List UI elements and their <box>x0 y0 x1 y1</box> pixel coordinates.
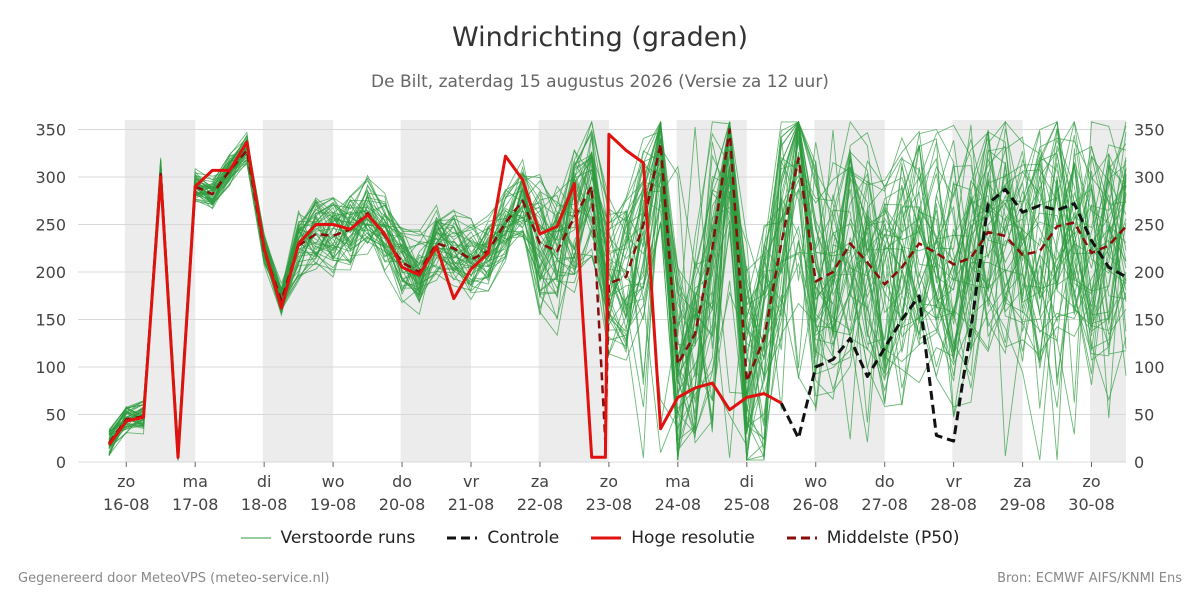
x-tick-date: 24-08 <box>655 495 702 514</box>
x-tick-date: 23-08 <box>586 495 633 514</box>
y-tick-label: 100 <box>1134 358 1165 377</box>
x-tick-date: 17-08 <box>172 495 219 514</box>
wind-direction-chart: 0 50 100 150 200 250 300 350 0 50 100 150 200 250 300… <box>35 120 1165 514</box>
x-tick-day: wo <box>322 472 345 491</box>
legend: Verstoorde runs Controle Hoge resolutie … <box>0 528 1200 548</box>
y-tick-label: 250 <box>1134 216 1165 235</box>
y-axis-left: 0 50 100 150 200 250 300 350 <box>35 121 66 473</box>
x-tick-day: za <box>1013 472 1031 491</box>
x-tick-date: 27-08 <box>861 495 908 514</box>
x-tick-date: 22-08 <box>517 495 564 514</box>
x-tick-date: 20-08 <box>379 495 426 514</box>
x-tick-date: 19-08 <box>310 495 357 514</box>
y-tick-label: 0 <box>1134 453 1144 472</box>
main-series <box>107 128 1127 459</box>
controle-line <box>779 187 1127 443</box>
x-tick-day: do <box>392 472 412 491</box>
y-tick-label: 200 <box>1134 263 1165 282</box>
ensemble-run-line <box>108 121 1127 459</box>
legend-item-controle: Controle <box>447 528 559 548</box>
x-tick-day: wo <box>804 472 827 491</box>
legend-label: Middelste (P50) <box>826 528 960 548</box>
y-tick-label: 200 <box>35 263 66 282</box>
x-tick-day: zo <box>1082 472 1100 491</box>
legend-item-hoge-resolutie: Hoge resolutie <box>591 528 755 548</box>
legend-label: Hoge resolutie <box>631 528 755 548</box>
y-tick-label: 150 <box>35 311 66 330</box>
x-tick-date: 28-08 <box>930 495 977 514</box>
legend-item-middelste: Middelste (P50) <box>786 528 960 548</box>
y-tick-label: 0 <box>56 453 66 472</box>
legend-item-verstoorde-runs: Verstoorde runs <box>240 528 416 548</box>
x-tick-day: ma <box>183 472 208 491</box>
x-axis: zo 16-08 ma 17-08 di 18-08 wo 19-08 do 20-08 vr 21-… <box>103 462 1115 514</box>
chart-title: Windrichting (graden) <box>451 22 749 53</box>
ensemble-run-line <box>108 121 1127 461</box>
x-tick-date: 18-08 <box>241 495 288 514</box>
weekend-night-band <box>400 120 471 462</box>
x-tick-date: 16-08 <box>103 495 150 514</box>
y-tick-label: 350 <box>1134 121 1165 140</box>
x-tick-day: ma <box>665 472 690 491</box>
x-tick-day: vr <box>946 472 962 491</box>
x-tick-day: vr <box>463 472 479 491</box>
x-tick-date: 21-08 <box>448 495 495 514</box>
legend-label: Controle <box>487 528 560 548</box>
ensemble-run-line <box>108 121 1127 453</box>
y-axis-right: 0 50 100 150 200 250 300 350 <box>1134 121 1165 473</box>
y-tick-label: 50 <box>1134 406 1154 425</box>
footer-source: Bron: ECMWF AIFS/KNMI Ens <box>997 571 1182 586</box>
y-tick-label: 250 <box>35 216 66 235</box>
x-tick-day: zo <box>117 472 135 491</box>
y-tick-label: 300 <box>1134 168 1165 187</box>
x-tick-date: 30-08 <box>1068 495 1115 514</box>
x-tick-day: di <box>739 472 754 491</box>
x-tick-date: 29-08 <box>999 495 1046 514</box>
legend-swatch-middelste <box>786 536 817 540</box>
y-tick-label: 100 <box>35 358 66 377</box>
x-tick-day: do <box>875 472 895 491</box>
x-tick-date: 26-08 <box>792 495 839 514</box>
chart-subtitle: De Bilt, zaterdag 15 augustus 2026 (Vers… <box>371 72 829 92</box>
x-tick-day: za <box>531 472 549 491</box>
ensemble-run-line <box>108 121 1127 461</box>
y-tick-label: 300 <box>35 168 66 187</box>
legend-label: Verstoorde runs <box>280 528 416 548</box>
legend-swatch-controle <box>447 536 478 540</box>
x-tick-day: zo <box>600 472 618 491</box>
footer-generated-by: Gegenereerd door MeteoVPS (meteo-service… <box>18 571 330 586</box>
y-tick-label: 350 <box>35 121 66 140</box>
legend-swatch-verstoorde-runs <box>240 537 271 539</box>
x-tick-day: di <box>257 472 272 491</box>
hoge-resolutie-line <box>107 132 783 459</box>
legend-swatch-hoge-resolutie <box>591 536 622 540</box>
x-tick-date: 25-08 <box>724 495 771 514</box>
middelste-p50-line <box>107 128 1127 459</box>
y-tick-label: 150 <box>1134 311 1165 330</box>
y-tick-label: 50 <box>46 406 66 425</box>
